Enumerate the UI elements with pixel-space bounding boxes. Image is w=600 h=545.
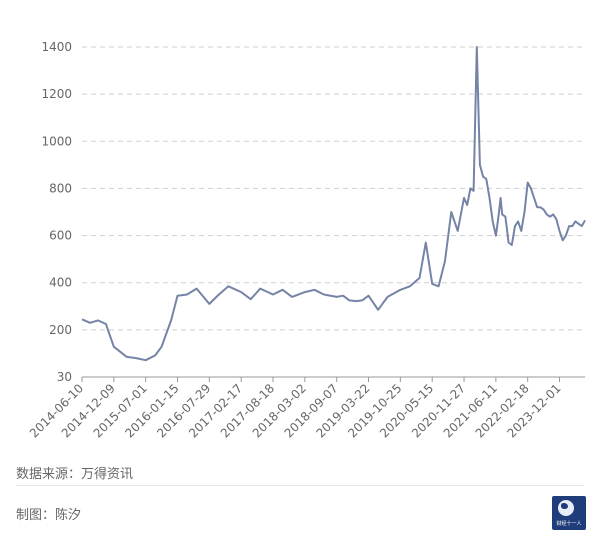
series-line-0 xyxy=(81,46,586,362)
x-axis xyxy=(81,376,585,382)
y-tick-label: 200 xyxy=(49,323,72,337)
chart-area: 30 200 400 600 800 1000 1200 1400 2014-06-10 201… xyxy=(27,40,586,440)
y-tick-label: 400 xyxy=(49,276,72,290)
data-source-note: 数据来源：万得资讯 xyxy=(16,467,134,482)
globe-land-shape xyxy=(561,503,568,509)
y-axis-labels: 30 200 400 600 800 1000 1200 1400 xyxy=(41,40,72,384)
gridlines xyxy=(82,46,585,331)
logo-text: 财经十一人 xyxy=(556,521,582,527)
series-layer xyxy=(81,46,586,362)
y-tick-label: 30 xyxy=(57,370,72,384)
y-tick-label: 1000 xyxy=(41,134,72,148)
publisher-logo: 财经十一人 xyxy=(552,496,586,530)
x-axis-labels: 2014-06-102014-12-092015-07-012016-01-15… xyxy=(27,381,564,440)
y-tick-label: 800 xyxy=(49,181,72,195)
y-tick-label: 1400 xyxy=(41,40,72,54)
line-chart: 30 200 400 600 800 1000 1200 1400 2014-06-10201… xyxy=(27,40,586,440)
chart-author-credit: 制图：陈汐 xyxy=(16,508,82,523)
y-tick-label: 1200 xyxy=(41,87,72,101)
y-tick-label: 600 xyxy=(49,229,72,243)
footer-divider xyxy=(16,485,584,486)
